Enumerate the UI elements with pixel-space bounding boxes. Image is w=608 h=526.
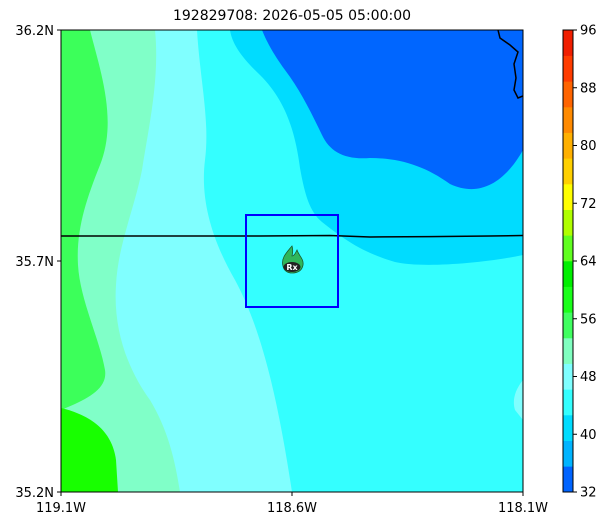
colorbar-segment [563,132,573,159]
colorbar: 32 40 48 56 64 72 80 88 96 [562,24,597,501]
colorbar-segment [563,286,573,313]
lon-label-middle: 118.6W [267,501,317,516]
lon-label-right: 118.1W [498,501,548,516]
colorbar-segment [563,158,573,185]
fire-icon: Rx [282,245,304,274]
colorbar-segment [563,363,573,390]
colorbar-tick-label: 48 [580,370,597,385]
colorbar-ticks: 32 40 48 56 64 72 80 88 96 [573,24,597,501]
colorbar-segment [563,312,573,339]
colorbar-segment [563,30,573,56]
colorbar-segment [563,440,573,467]
colorbar-tick-label: 64 [580,255,597,270]
colorbar-segment [563,261,573,287]
colorbar-tick-label: 96 [580,24,597,39]
state-boundary-line [61,234,523,238]
map-panel: Rx 36.2N 35.7N 35.2N 119.1W 118.6W 118.1… [15,24,548,516]
colorbar-segment [563,81,573,108]
colorbar-segment [563,184,573,210]
field-edge-pale-cyan [513,380,523,420]
colorbar-segment [563,466,573,493]
colorbar-segments [563,30,573,493]
field-deep-blue [262,30,523,190]
field-green [61,30,108,410]
coastline-line [497,30,523,99]
map-title: 192829708: 2026-05-05 05:00:00 [173,8,411,24]
axis-ticks [57,29,524,496]
field-bright-green [61,408,118,492]
colorbar-tick-label: 56 [580,312,597,327]
colorbar-tick-label: 32 [580,486,597,501]
colorbar-segment [563,107,573,133]
colorbar-tick-label: 72 [580,197,597,212]
marker-label: Rx [286,263,298,272]
colorbar-tick-label: 80 [580,139,597,154]
colorbar-segment [563,415,573,441]
colorbar-tick-label: 88 [580,81,597,96]
colorbar-segment [563,55,573,82]
lat-label-middle: 35.7N [15,255,54,270]
colorbar-tick-label: 40 [580,428,597,443]
colorbar-segment [563,235,573,262]
focus-box [245,214,339,308]
colorbar-segment [563,389,573,416]
lat-label-top: 36.2N [15,24,54,39]
colorbar-segment [563,209,573,236]
lon-label-left: 119.1W [36,501,86,516]
lat-label-bottom: 35.2N [15,486,54,501]
colorbar-segment [563,338,573,364]
